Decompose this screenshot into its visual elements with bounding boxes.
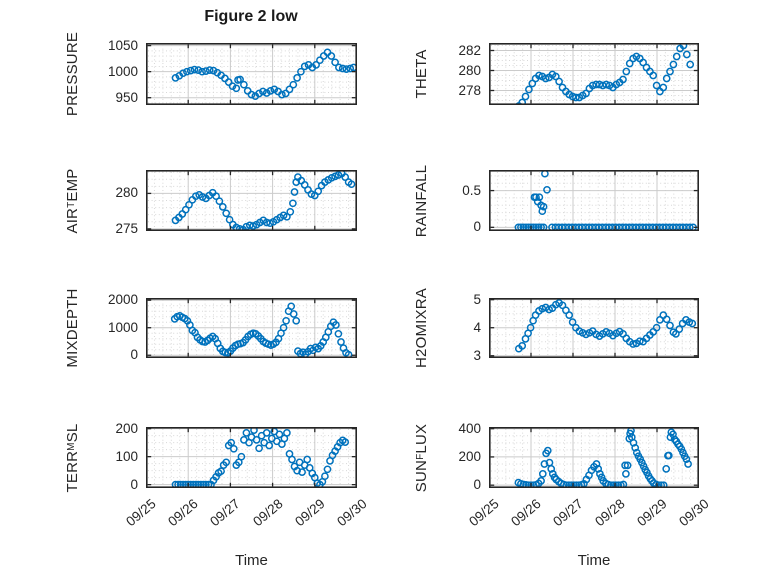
y-tick-label: 5: [473, 291, 481, 307]
major-grid: [490, 171, 698, 230]
plot-frame: [146, 298, 357, 358]
subplot-pressure: [146, 43, 357, 105]
subplot-mixdepth: [146, 298, 357, 358]
y-tick-label: 0: [130, 347, 138, 363]
y-tick-label: 282: [458, 42, 481, 58]
tick-marks: [146, 171, 357, 230]
subplot-air_temp: [146, 170, 357, 231]
y-tick-label: 278: [458, 82, 481, 98]
y-tick-label: 1050: [107, 37, 138, 53]
y-tick-label: 100: [115, 448, 138, 464]
y-tick-label: 275: [115, 220, 138, 236]
tick-marks: [489, 299, 699, 357]
scatter-points: [515, 43, 695, 105]
y-tick-label: 2000: [107, 292, 138, 308]
minor-grid: [491, 45, 697, 103]
major-grid: [147, 428, 356, 487]
x-axis-title: Time: [235, 552, 268, 569]
y-tick-label: 400: [458, 420, 481, 436]
tick-marks: [146, 44, 357, 104]
y-tick-label: 0: [473, 219, 481, 235]
y-tick-label: 0: [130, 476, 138, 492]
subplot-h2omixra: [489, 298, 699, 358]
minor-grid: [491, 429, 697, 486]
tick-marks: [489, 428, 699, 487]
plot-frame: [146, 427, 357, 488]
plot-frame: [489, 427, 699, 488]
tick-marks: [146, 299, 357, 357]
y-tick-label: 3: [473, 347, 481, 363]
y-tick-label: 4: [473, 319, 481, 335]
y-tick-label: 280: [458, 62, 481, 78]
scatter-points: [171, 427, 350, 488]
minor-grid: [491, 172, 697, 229]
tick-marks: [146, 428, 357, 487]
y-tick-label: 280: [115, 185, 138, 201]
y-tick-label: 0: [473, 477, 481, 493]
tick-marks: [489, 171, 699, 230]
subplot-sun_flux: [489, 427, 699, 488]
scatter-points: [514, 427, 692, 488]
major-grid: [147, 299, 356, 357]
plot-frame: [146, 43, 357, 105]
major-grid: [490, 44, 698, 104]
scatter-points: [170, 302, 353, 358]
scatter-points: [514, 170, 697, 231]
plot-frame: [489, 298, 699, 358]
x-axis-title: Time: [577, 552, 611, 569]
tick-marks: [489, 44, 699, 104]
y-tick-label: 200: [458, 448, 481, 464]
y-tick-label: 0.5: [462, 182, 481, 198]
figure-title: Figure 2 low: [204, 8, 298, 25]
scatter-points: [171, 48, 357, 100]
scatter-points: [514, 299, 697, 353]
subplot-theta: [489, 43, 699, 105]
plot-frame: [489, 43, 699, 105]
y-tick-label: 1000: [107, 63, 138, 79]
subplot-rainfall: [489, 170, 699, 231]
y-tick-label: 950: [115, 89, 138, 105]
y-tick-label: 200: [115, 420, 138, 436]
subplot-terr_msl: [146, 427, 357, 488]
scatter-points: [171, 170, 356, 231]
minor-grid: [148, 429, 355, 486]
plot-frame: [489, 170, 699, 231]
y-tick-label: 1000: [107, 319, 138, 335]
plot-frame: [146, 170, 357, 231]
